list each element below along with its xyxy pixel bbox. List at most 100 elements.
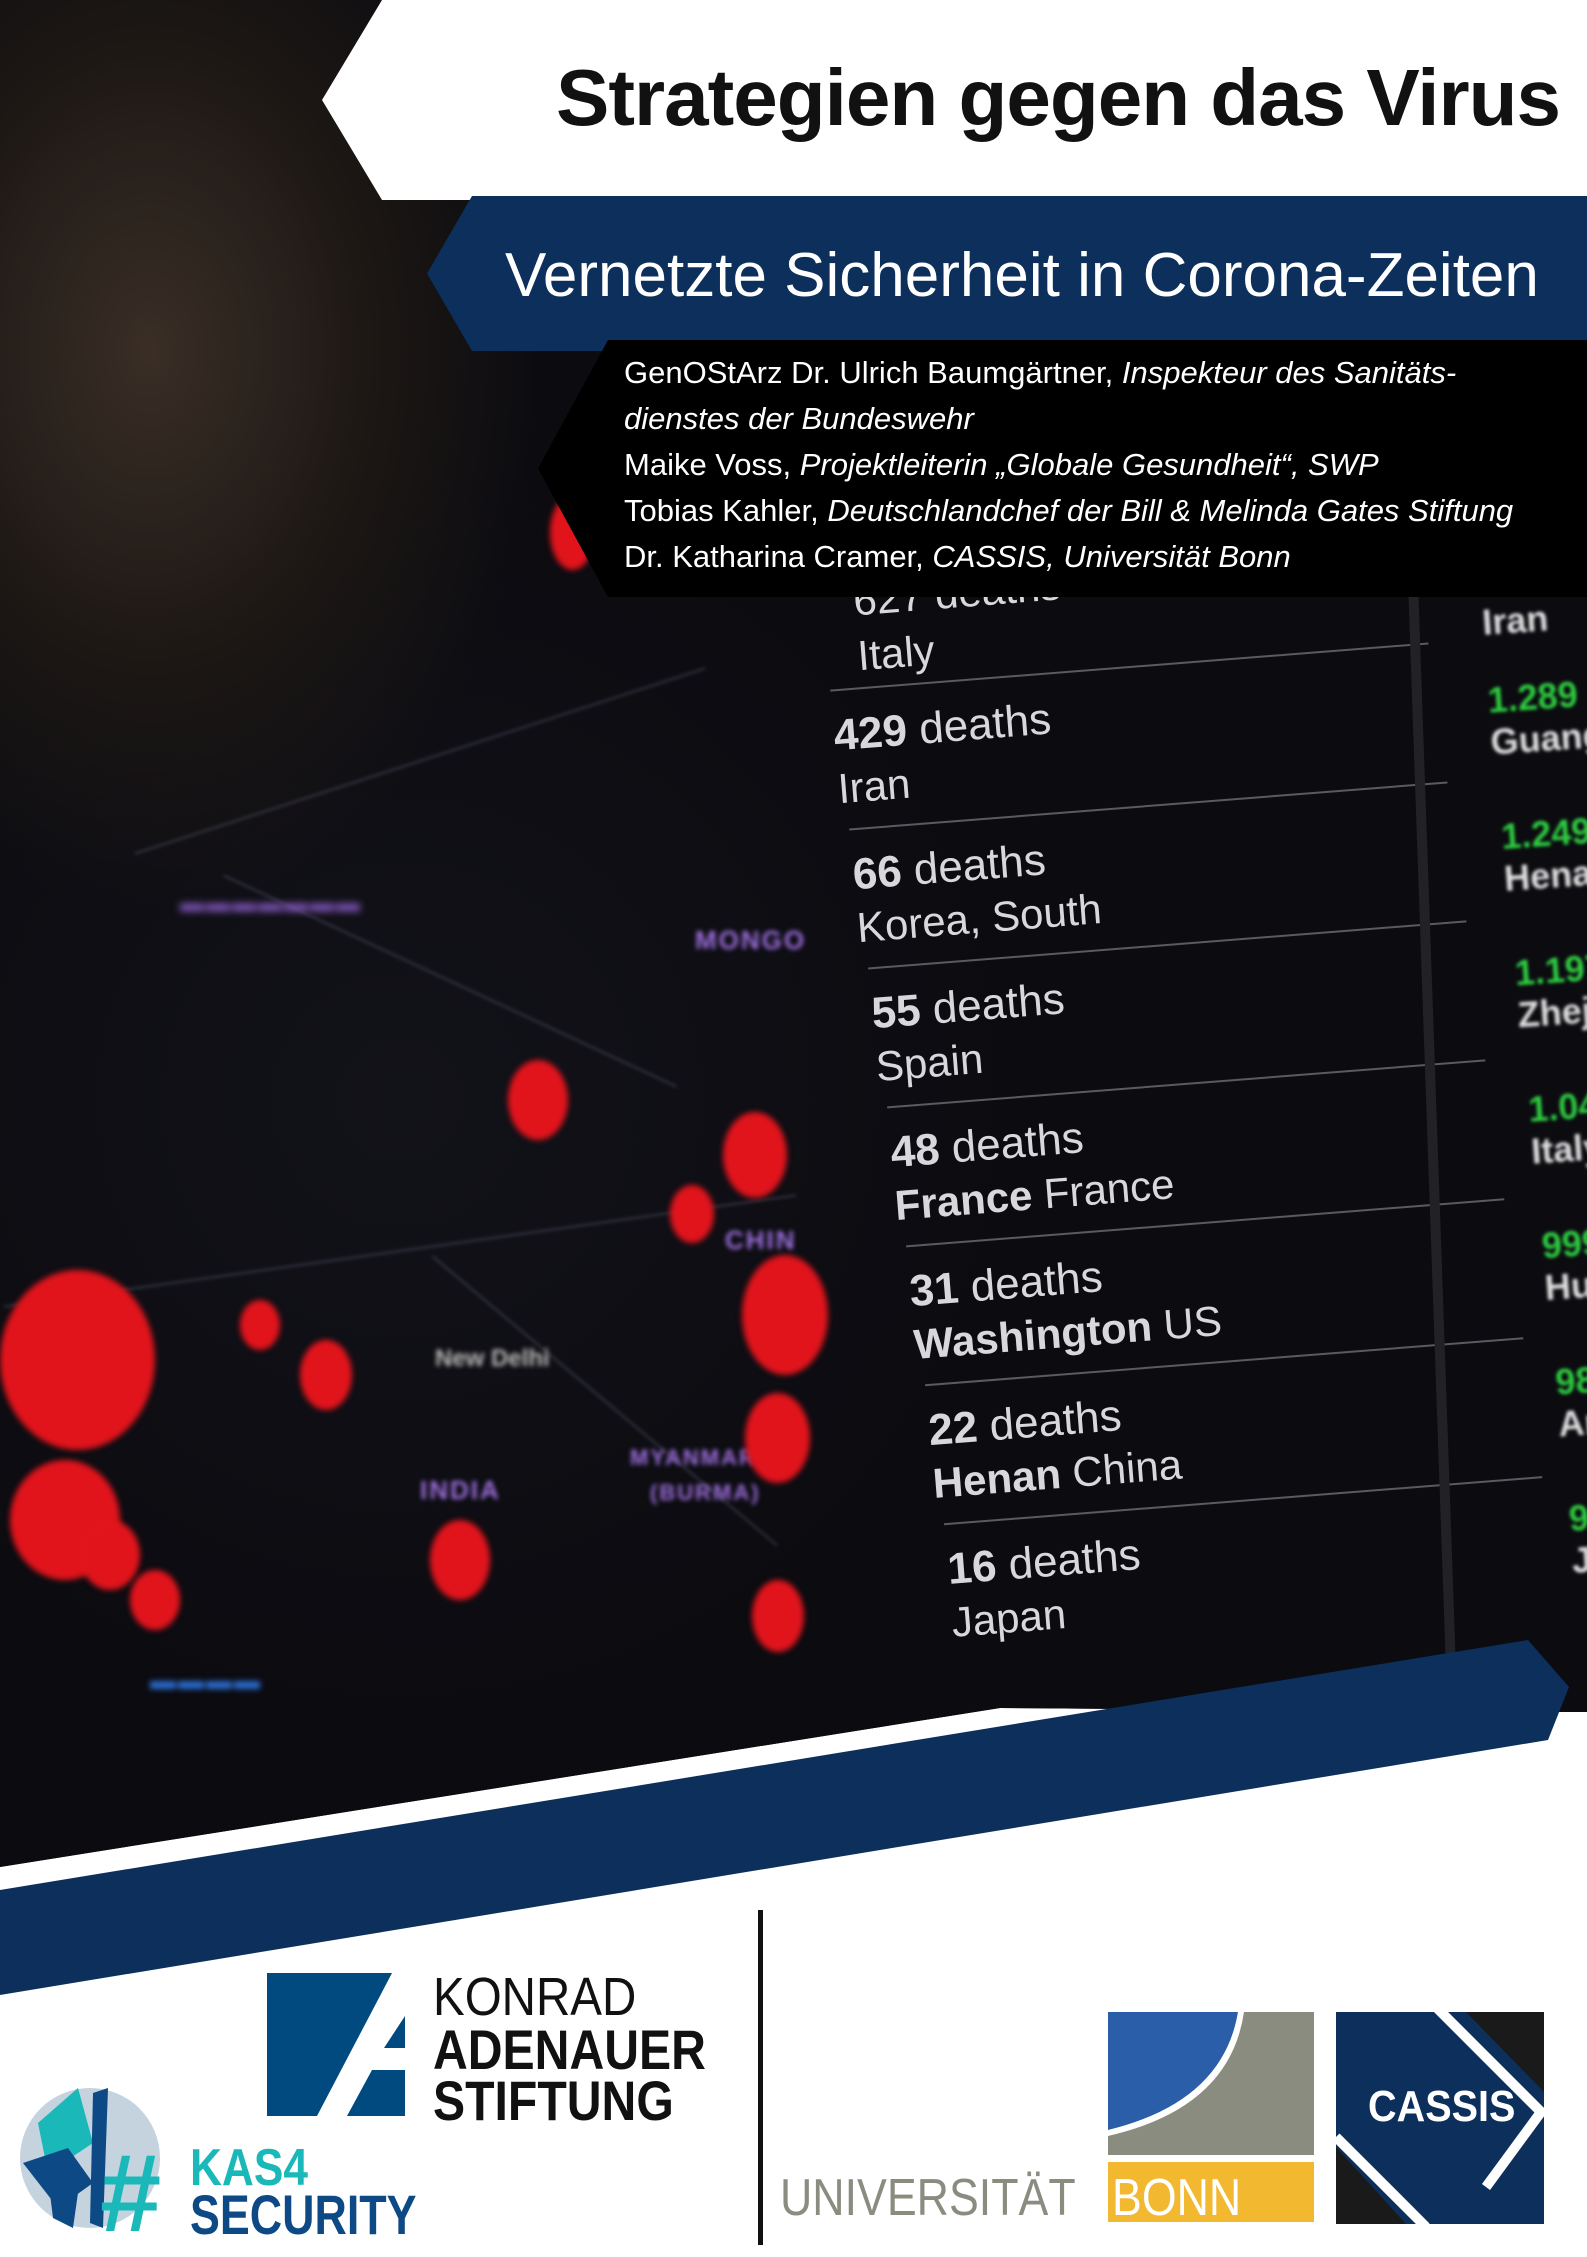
death-unit: deaths <box>905 694 1053 755</box>
map-marker <box>742 1255 828 1375</box>
case-count: 999 <box>1540 1221 1587 1267</box>
speaker-line: Maike Voss, Projektleiterin „Globale Ges… <box>624 442 1513 488</box>
place-name: US <box>1149 1296 1224 1350</box>
map-label-mongolia: MONGO <box>695 925 807 955</box>
speaker-role: Deutschlandchef der Bill & Melinda Gates… <box>827 493 1514 528</box>
death-count: 66 <box>850 846 904 900</box>
death-unit: deaths <box>937 1113 1086 1174</box>
map-label-burma: (BURMA) <box>650 1480 761 1505</box>
speakers-box <box>538 340 1587 597</box>
uni-bonn-bonn: BONN <box>1112 2169 1242 2227</box>
deaths-list-item: 16 deaths Japan <box>943 1476 1552 1647</box>
speaker-role: CASSIS, Universität Bonn <box>932 539 1291 574</box>
cassis-mark-icon <box>1336 2012 1544 2224</box>
map-marker <box>670 1185 714 1243</box>
case-count: 1.045 <box>1526 1082 1587 1130</box>
map-label-myanmar: MYANMAR <box>630 1445 757 1470</box>
case-count: 984 <box>1554 1357 1587 1403</box>
death-unit: deaths <box>956 1252 1105 1313</box>
case-place: Italy <box>1529 1125 1587 1172</box>
kas-adenauer: ADENAUER <box>433 2018 706 2081</box>
speaker-name: Maike Voss, <box>624 447 800 482</box>
death-count: 16 <box>945 1541 999 1595</box>
map-marker <box>745 1393 810 1483</box>
speaker-name: Dr. Katharina Cramer, <box>624 539 933 574</box>
right-column-item: 984 Anhui <box>1554 1355 1587 1446</box>
page-title: Strategien gegen das Virus <box>556 53 1561 142</box>
top-place: Italy <box>855 626 937 680</box>
deaths-list-item: 31 deaths Washington US <box>906 1198 1514 1369</box>
right-column-top: Iran <box>1480 597 1550 643</box>
map-label-delhi: New Delhi <box>435 1345 550 1372</box>
place-name: China <box>1058 1440 1184 1497</box>
place-bold: Henan <box>930 1449 1063 1507</box>
kas4security-hash: # <box>100 2132 162 2255</box>
map-marker <box>80 1520 140 1590</box>
kas-stiftung: STIFTUNG <box>433 2069 674 2132</box>
case-place: Hunan <box>1543 1259 1587 1309</box>
speaker-line: Dr. Katharina Cramer, CASSIS, Universitä… <box>624 534 1513 580</box>
case-place: Henan <box>1502 850 1587 899</box>
map-marker <box>240 1300 280 1350</box>
deaths-list-item: 66 deaths Korea, South <box>849 781 1458 953</box>
cassis-label: CASSIS <box>1368 2082 1516 2131</box>
map-marker <box>130 1570 180 1630</box>
right-column-item: 1.197 Zhejian <box>1513 944 1587 1037</box>
right-column-item: 1.045 Italy <box>1527 1083 1587 1173</box>
kas-konrad: KONRAD <box>433 1967 637 2027</box>
death-unit: deaths <box>918 974 1067 1035</box>
place-name: France <box>1030 1160 1176 1219</box>
kas4security-kas4: KAS4 <box>190 2139 308 2197</box>
deaths-list-item: 48 deaths France France <box>887 1059 1495 1231</box>
deaths-list-item: 55 deaths Spain <box>868 920 1476 1092</box>
uni-bonn-universitaet: UNIVERSITÄT <box>780 2169 1076 2227</box>
map-marker <box>0 1270 155 1450</box>
death-unit: deaths <box>975 1391 1124 1452</box>
case-count: 1.197 <box>1513 946 1587 994</box>
map-marker <box>300 1340 352 1410</box>
case-count: 1.289 <box>1486 673 1580 721</box>
place-name: Iran <box>836 759 913 813</box>
logo-divider <box>758 1910 763 2245</box>
case-count: 934 <box>1567 1493 1587 1540</box>
kas-a-mark-icon <box>267 1973 405 2116</box>
speaker-name: GenOStArz Dr. Ulrich Baumgärtner, <box>624 355 1122 390</box>
map-label-china: CHIN <box>725 1225 797 1255</box>
speaker-role: Projektleiterin „Globale Gesundheit“, SW… <box>799 447 1379 482</box>
death-unit: deaths <box>899 835 1048 896</box>
right-column-item: 934 Jiang <box>1568 1492 1587 1582</box>
title-banner <box>322 0 1587 200</box>
map-label-india: INDIA <box>420 1475 501 1505</box>
speaker-role: dienstes der Bundeswehr <box>624 401 974 436</box>
map-marker <box>723 1112 787 1198</box>
place-bold: France <box>893 1171 1035 1230</box>
death-count: 31 <box>907 1263 961 1317</box>
kas4security-shield-icon <box>20 2088 160 2228</box>
map-marker <box>508 1060 568 1140</box>
speaker-name: Tobias Kahler, <box>624 493 828 528</box>
death-count: 48 <box>888 1124 942 1178</box>
uni-bonn-mark-icon <box>1108 2012 1314 2222</box>
death-count: 429 <box>831 705 909 761</box>
right-column-item: 999 Hunan <box>1540 1218 1587 1310</box>
speaker-line: Tobias Kahler, Deutschlandchef der Bill … <box>624 488 1513 534</box>
map-marker <box>430 1520 490 1600</box>
kas4security-security: SECURITY <box>190 2183 417 2246</box>
case-place: Guangd <box>1489 712 1587 763</box>
place-name: Japan <box>949 1590 1068 1646</box>
speaker-line: GenOStArz Dr. Ulrich Baumgärtner, Inspek… <box>624 350 1513 396</box>
right-column-item: 1.289 Guangd <box>1486 670 1587 763</box>
case-place: Jiang <box>1570 1533 1587 1581</box>
place-name: Spain <box>874 1034 985 1091</box>
death-unit: deaths <box>994 1530 1143 1591</box>
case-place: Anhui <box>1556 1396 1587 1445</box>
page-subtitle: Vernetzte Sicherheit in Corona-Zeiten <box>505 241 1539 310</box>
speaker-role: Inspekteur des Sanitäts- <box>1121 355 1457 390</box>
map-marker <box>752 1580 804 1652</box>
speakers-list: GenOStArz Dr. Ulrich Baumgärtner, Inspek… <box>624 350 1513 580</box>
case-place: Zhejian <box>1516 985 1587 1036</box>
speaker-line: dienstes der Bundeswehr <box>624 396 1513 442</box>
right-column-item: 1.249 Henan <box>1500 808 1587 899</box>
death-count: 22 <box>926 1402 980 1456</box>
